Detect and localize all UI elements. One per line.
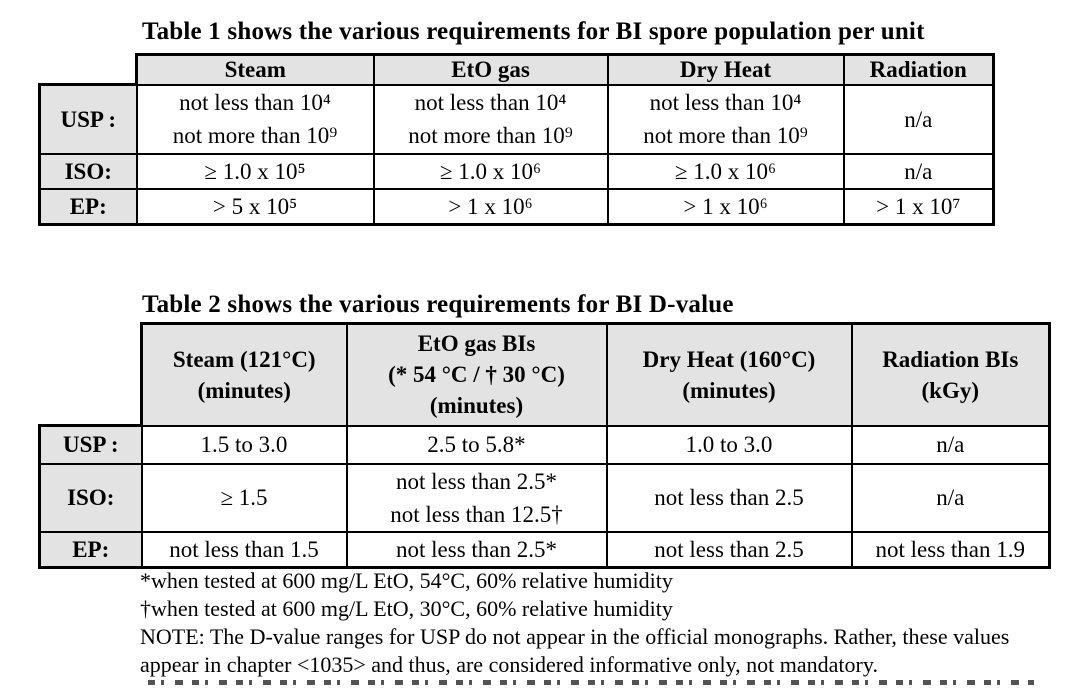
table2-row-label-usp: USP : (38, 424, 143, 465)
cutoff-text-line (148, 680, 1034, 685)
table1-row-label-ep: EP: (38, 187, 138, 226)
table1-corner-empty (40, 55, 137, 85)
table2-cell-ep-dryheat: not less than 2.5 (605, 530, 853, 569)
table1-row-ep: EP: > 5 x 10⁵ > 1 x 10⁶ > 1 x 10⁶ > 1 x … (38, 187, 995, 226)
table1-col-header-dry-heat: Dry Heat (606, 53, 845, 86)
footnote-note: NOTE: The D-value ranges for USP do not … (140, 624, 1010, 677)
table2-row-iso: ISO: ≥ 1.5 not less than 2.5* not less t… (38, 462, 1051, 533)
table1-cell-iso-radiation: n/a (842, 152, 995, 190)
table2-header-row: Steam (121°C) (minutes) EtO gas BIs (* 5… (40, 322, 1051, 427)
table2-col-header-eto-gas: EtO gas BIs (* 54 °C / † 30 °C) (minutes… (345, 322, 608, 427)
table2-cell-ep-eto: not less than 2.5* (345, 530, 608, 569)
table2-row-label-ep: EP: (38, 530, 143, 569)
table2-col-header-radiation: Radiation BIs (kGy) (850, 322, 1051, 427)
table1-cell-usp-radiation: n/a (842, 83, 995, 155)
table2-bi-d-value: Steam (121°C) (minutes) EtO gas BIs (* 5… (38, 322, 1051, 569)
table1-cell-usp-dryheat: not less than 10⁴ not more than 10⁹ (606, 83, 845, 155)
table2-row-usp: USP : 1.5 to 3.0 2.5 to 5.8* 1.0 to 3.0 … (38, 424, 1051, 465)
table1-cell-usp-steam: not less than 10⁴ not more than 10⁹ (135, 83, 375, 155)
footnote-asterisk: *when tested at 600 mg/L EtO, 54°C, 60% … (140, 568, 673, 593)
table1-row-label-usp: USP : (38, 83, 138, 155)
table1-col-header-eto-gas: EtO gas (372, 53, 609, 86)
table2-col-header-dry-heat: Dry Heat (160°C) (minutes) (605, 322, 853, 427)
table2-corner-empty (40, 324, 142, 426)
table1-cell-ep-steam: > 5 x 10⁵ (135, 187, 375, 226)
table1-row-usp: USP : not less than 10⁴ not more than 10… (38, 83, 995, 155)
table2-cell-iso-steam: ≥ 1.5 (140, 462, 348, 533)
table2-cell-iso-radiation: n/a (850, 462, 1051, 533)
table1-bi-spore-population: Steam EtO gas Dry Heat Radiation USP : n… (38, 53, 995, 226)
table2-cell-usp-dryheat: 1.0 to 3.0 (605, 424, 853, 465)
footnotes-block: *when tested at 600 mg/L EtO, 54°C, 60% … (140, 567, 1052, 679)
table1-cell-iso-eto: ≥ 1.0 x 10⁶ (372, 152, 609, 190)
table1-col-header-radiation: Radiation (842, 53, 995, 86)
table2-title: Table 2 shows the various requirements f… (142, 291, 734, 318)
table1-cell-ep-radiation: > 1 x 10⁷ (842, 187, 995, 226)
table1-cell-ep-dryheat: > 1 x 10⁶ (606, 187, 845, 226)
footnote-dagger: †when tested at 600 mg/L EtO, 30°C, 60% … (140, 596, 673, 621)
table2-row-ep: EP: not less than 1.5 not less than 2.5*… (38, 530, 1051, 569)
table1-row-iso: ISO: ≥ 1.0 x 10⁵ ≥ 1.0 x 10⁶ ≥ 1.0 x 10⁶… (38, 152, 995, 190)
table2-cell-usp-steam: 1.5 to 3.0 (140, 424, 348, 465)
table2-cell-usp-eto: 2.5 to 5.8* (345, 424, 608, 465)
table2-cell-usp-radiation: n/a (850, 424, 1051, 465)
table2-cell-ep-radiation: not less than 1.9 (850, 530, 1051, 569)
table1-cell-iso-steam: ≥ 1.0 x 10⁵ (135, 152, 375, 190)
table2-col-header-steam: Steam (121°C) (minutes) (140, 322, 348, 427)
table1-row-label-iso: ISO: (38, 152, 138, 190)
table1-header-row: Steam EtO gas Dry Heat Radiation (40, 53, 995, 86)
table2-cell-ep-steam: not less than 1.5 (140, 530, 348, 569)
table1-title: Table 1 shows the various requirements f… (142, 18, 925, 45)
table1-col-header-steam: Steam (135, 53, 375, 86)
table2-row-label-iso: ISO: (38, 462, 143, 533)
table2-cell-iso-eto: not less than 2.5* not less than 12.5† (345, 462, 608, 533)
table1-cell-usp-eto: not less than 10⁴ not more than 10⁹ (372, 83, 609, 155)
table1-cell-iso-dryheat: ≥ 1.0 x 10⁶ (606, 152, 845, 190)
table1-cell-ep-eto: > 1 x 10⁶ (372, 187, 609, 226)
table2-cell-iso-dryheat: not less than 2.5 (605, 462, 853, 533)
